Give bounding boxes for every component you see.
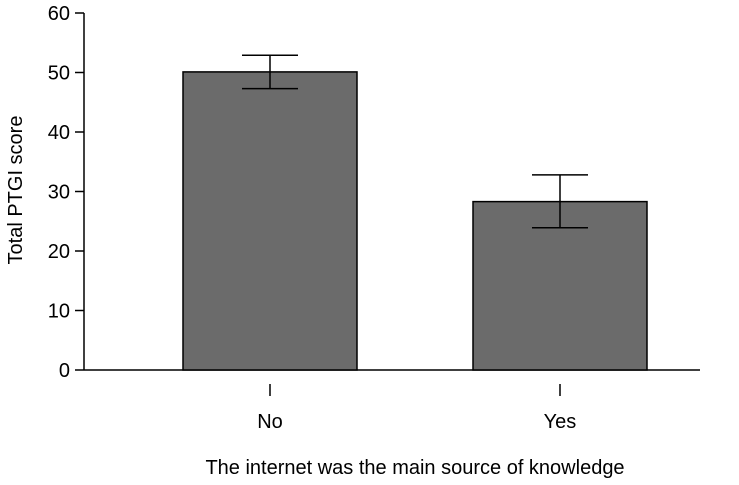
y-tick-label: 60: [48, 3, 70, 25]
error-bars: [242, 54, 588, 229]
x-axis: No Yes: [84, 369, 700, 433]
bars: [182, 71, 648, 371]
y-tick-label: 30: [48, 182, 70, 204]
y-tick-label: 50: [48, 63, 70, 85]
x-axis-title: The internet was the main source of know…: [205, 457, 624, 479]
y-tick-label: 10: [48, 301, 70, 323]
y-tick-label: 0: [59, 360, 70, 382]
bar-no: [182, 71, 358, 371]
y-tick-label: 40: [48, 122, 70, 144]
y-tick-label: 20: [48, 241, 70, 263]
y-axis-title: Total PTGI score: [5, 116, 27, 265]
x-tick-label-no: No: [257, 411, 283, 433]
bar-yes: [472, 200, 648, 371]
x-tick-label-yes: Yes: [544, 411, 577, 433]
y-axis: 0 10 20 30 40 50 60: [48, 3, 85, 382]
